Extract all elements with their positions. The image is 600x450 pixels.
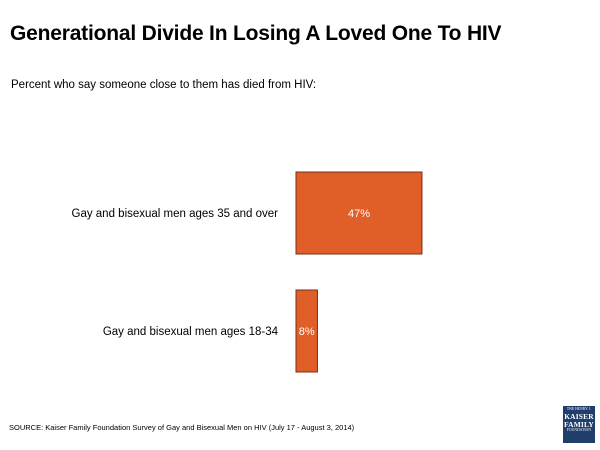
category-label-2: Gay and bisexual men ages 18-34 [103, 326, 279, 338]
logo-bottom-line: FOUNDATION [566, 428, 592, 433]
kff-logo: THE HENRY J. KAISER FAMILY FOUNDATION [563, 406, 595, 443]
chart-title: Generational Divide In Losing A Loved On… [10, 22, 502, 45]
logo-line-kaiser: KAISER [564, 411, 594, 421]
logo-line-family: FAMILY [564, 420, 594, 429]
source-note: SOURCE: Kaiser Family Foundation Survey … [9, 423, 355, 432]
logo-top-line: THE HENRY J. [566, 407, 592, 411]
chart-subtitle: Percent who say someone close to them ha… [11, 79, 317, 91]
bar-2 [295, 289, 318, 373]
bar-1 [295, 171, 423, 255]
data-label-2: 8% [299, 326, 315, 338]
category-label-1: Gay and bisexual men ages 35 and over [72, 208, 279, 220]
data-label-1: 47% [348, 208, 370, 220]
